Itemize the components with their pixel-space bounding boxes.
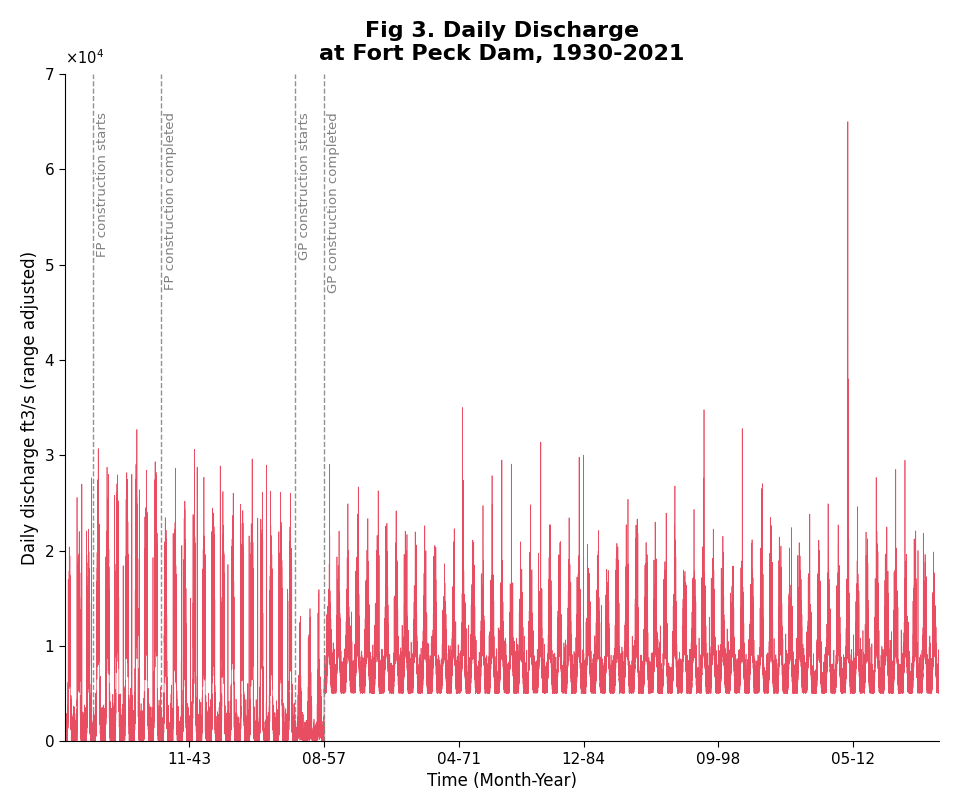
Y-axis label: Daily discharge ft3/s (range adjusted): Daily discharge ft3/s (range adjusted) bbox=[21, 251, 38, 564]
X-axis label: Time (Month-Year): Time (Month-Year) bbox=[427, 772, 577, 790]
Text: GP construction completed: GP construction completed bbox=[327, 113, 340, 294]
Title: Fig 3. Daily Discharge
at Fort Peck Dam, 1930-2021: Fig 3. Daily Discharge at Fort Peck Dam,… bbox=[319, 21, 684, 64]
Text: GP construction starts: GP construction starts bbox=[299, 113, 311, 260]
Text: FP construction starts: FP construction starts bbox=[96, 113, 109, 257]
Text: FP construction completed: FP construction completed bbox=[163, 113, 177, 290]
Text: $\times10^4$: $\times10^4$ bbox=[64, 49, 104, 67]
